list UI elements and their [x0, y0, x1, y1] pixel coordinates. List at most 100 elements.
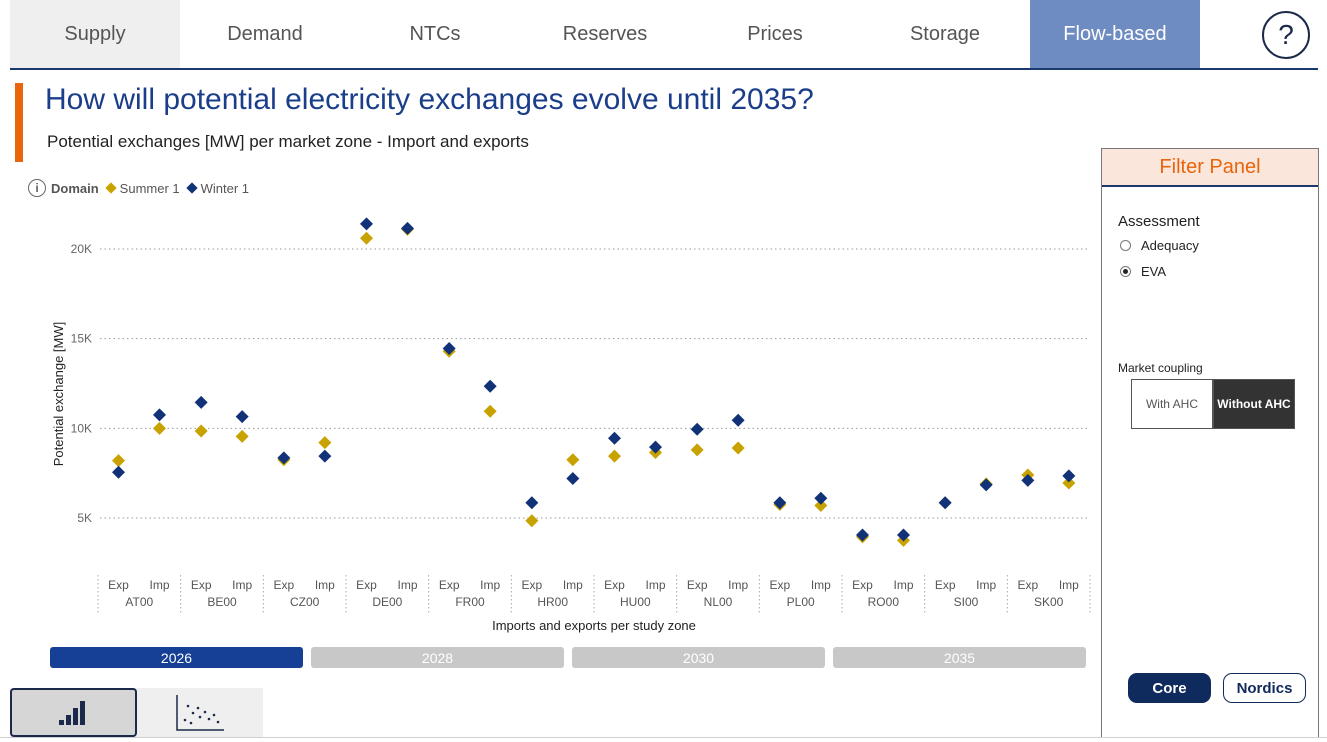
tab-supply[interactable]: Supply — [10, 0, 180, 68]
radio-adequacy[interactable]: Adequacy — [1120, 238, 1199, 253]
x-tick-label: Exp — [1017, 578, 1038, 592]
zone-label: BE00 — [207, 595, 237, 609]
point-winter[interactable] — [608, 431, 621, 445]
x-tick-label: Exp — [687, 578, 708, 592]
tab-prices[interactable]: Prices — [747, 22, 803, 45]
point-winter[interactable] — [112, 465, 125, 479]
filter-panel-title: Filter Panel — [1102, 149, 1318, 187]
year-button-2028[interactable]: 2028 — [311, 647, 564, 668]
x-tick-label: Exp — [191, 578, 212, 592]
point-summer[interactable] — [690, 443, 704, 457]
x-tick-label: Imp — [397, 578, 417, 592]
bottom-divider — [0, 737, 1327, 738]
point-summer[interactable] — [112, 454, 125, 468]
point-summer[interactable] — [608, 449, 621, 463]
point-winter[interactable] — [194, 395, 208, 409]
nordics-button[interactable]: Nordics — [1223, 673, 1306, 703]
point-winter[interactable] — [401, 221, 414, 235]
without-ahc-button[interactable]: Without AHC — [1213, 379, 1295, 429]
year-button-2026[interactable]: 2026 — [50, 647, 303, 668]
tab-reserves[interactable]: Reserves — [562, 22, 648, 45]
point-winter[interactable] — [318, 449, 332, 463]
tab-flow-based[interactable]: Flow-based — [1030, 0, 1200, 68]
x-tick-label: Imp — [1059, 578, 1079, 592]
market-coupling-toggle: With AHC Without AHC — [1131, 379, 1295, 429]
point-winter[interactable] — [566, 472, 580, 486]
point-winter[interactable] — [1062, 469, 1076, 483]
with-ahc-button[interactable]: With AHC — [1131, 379, 1213, 429]
x-tick-label: Imp — [728, 578, 748, 592]
point-summer[interactable] — [235, 429, 249, 443]
point-winter[interactable] — [731, 413, 745, 427]
point-winter[interactable] — [773, 496, 787, 510]
zone-label: HR00 — [537, 595, 568, 609]
legend-label-winter: Winter 1 — [200, 180, 250, 196]
point-summer[interactable] — [483, 404, 497, 418]
legend-item-winter[interactable]: Winter 1 — [185, 180, 250, 196]
point-winter[interactable] — [483, 379, 497, 393]
zone-label: CZ00 — [290, 595, 320, 609]
x-tick-label: Exp — [439, 578, 460, 592]
title-accent-bar — [15, 83, 23, 162]
help-icon[interactable]: ? — [1262, 11, 1310, 59]
point-summer[interactable] — [1062, 476, 1076, 490]
x-tick-label: Imp — [811, 578, 831, 592]
point-winter[interactable] — [277, 451, 291, 465]
x-tick-label: Exp — [521, 578, 542, 592]
point-winter[interactable] — [360, 217, 373, 231]
point-winter[interactable] — [856, 528, 869, 542]
scatter-plot-icon — [176, 694, 224, 731]
zone-label: SK00 — [1034, 595, 1064, 609]
zone-label: NL00 — [704, 595, 733, 609]
point-summer[interactable] — [360, 231, 373, 245]
point-summer[interactable] — [566, 453, 580, 467]
zone-label: FR00 — [455, 595, 485, 609]
point-summer[interactable] — [814, 498, 828, 512]
page-subtitle: Potential exchanges [MW] per market zone… — [47, 132, 529, 151]
scatter-chart: 5K 10K 15K 20K Potential exchange [MW] Exp Imp… — [51, 217, 1091, 633]
x-tick-label: Exp — [108, 578, 129, 592]
point-winter[interactable] — [649, 440, 662, 454]
point-winter[interactable] — [235, 410, 249, 424]
legend-title: Domain — [51, 180, 99, 196]
year-button-2030[interactable]: 2030 — [572, 647, 825, 668]
point-winter[interactable] — [897, 528, 910, 542]
legend-label-summer: Summer 1 — [119, 180, 180, 196]
point-winter[interactable] — [938, 496, 952, 510]
point-winter[interactable] — [525, 496, 539, 510]
point-summer[interactable] — [525, 514, 539, 528]
legend-item-summer[interactable]: Summer 1 — [105, 180, 180, 196]
point-winter[interactable] — [442, 342, 456, 356]
scatter-view-button[interactable] — [137, 688, 263, 737]
tab-demand[interactable]: Demand — [227, 22, 303, 45]
point-winter[interactable] — [979, 478, 993, 492]
x-tick-label: Exp — [356, 578, 377, 592]
point-winter[interactable] — [1021, 473, 1035, 487]
radio-eva[interactable]: EVA — [1120, 264, 1166, 279]
x-tick-label: Imp — [976, 578, 996, 592]
zone-label: RO00 — [868, 595, 900, 609]
point-summer[interactable] — [194, 424, 208, 438]
diamond-icon — [105, 182, 117, 194]
x-tick-label: Imp — [315, 578, 335, 592]
bar-view-button[interactable] — [10, 688, 137, 737]
year-button-2035[interactable]: 2035 — [833, 647, 1086, 668]
tab-ntcs[interactable]: NTCs — [409, 22, 461, 45]
point-summer[interactable] — [318, 436, 332, 450]
point-summer[interactable] — [731, 441, 745, 455]
point-winter[interactable] — [153, 408, 166, 422]
point-winter[interactable] — [690, 422, 704, 436]
y-axis-label: Potential exchange [MW] — [51, 322, 66, 467]
x-tick-label: Imp — [645, 578, 665, 592]
x-tick-label: Imp — [149, 578, 169, 592]
x-tick-label: Imp — [232, 578, 252, 592]
core-button[interactable]: Core — [1128, 673, 1211, 703]
info-icon[interactable]: i — [28, 179, 46, 197]
zone-label: AT00 — [125, 595, 153, 609]
tab-storage[interactable]: Storage — [909, 22, 981, 45]
view-switcher — [10, 688, 263, 737]
x-tick-label: Exp — [852, 578, 873, 592]
point-summer[interactable] — [153, 421, 166, 435]
point-winter[interactable] — [814, 491, 828, 505]
zone-label: PL00 — [787, 595, 815, 609]
